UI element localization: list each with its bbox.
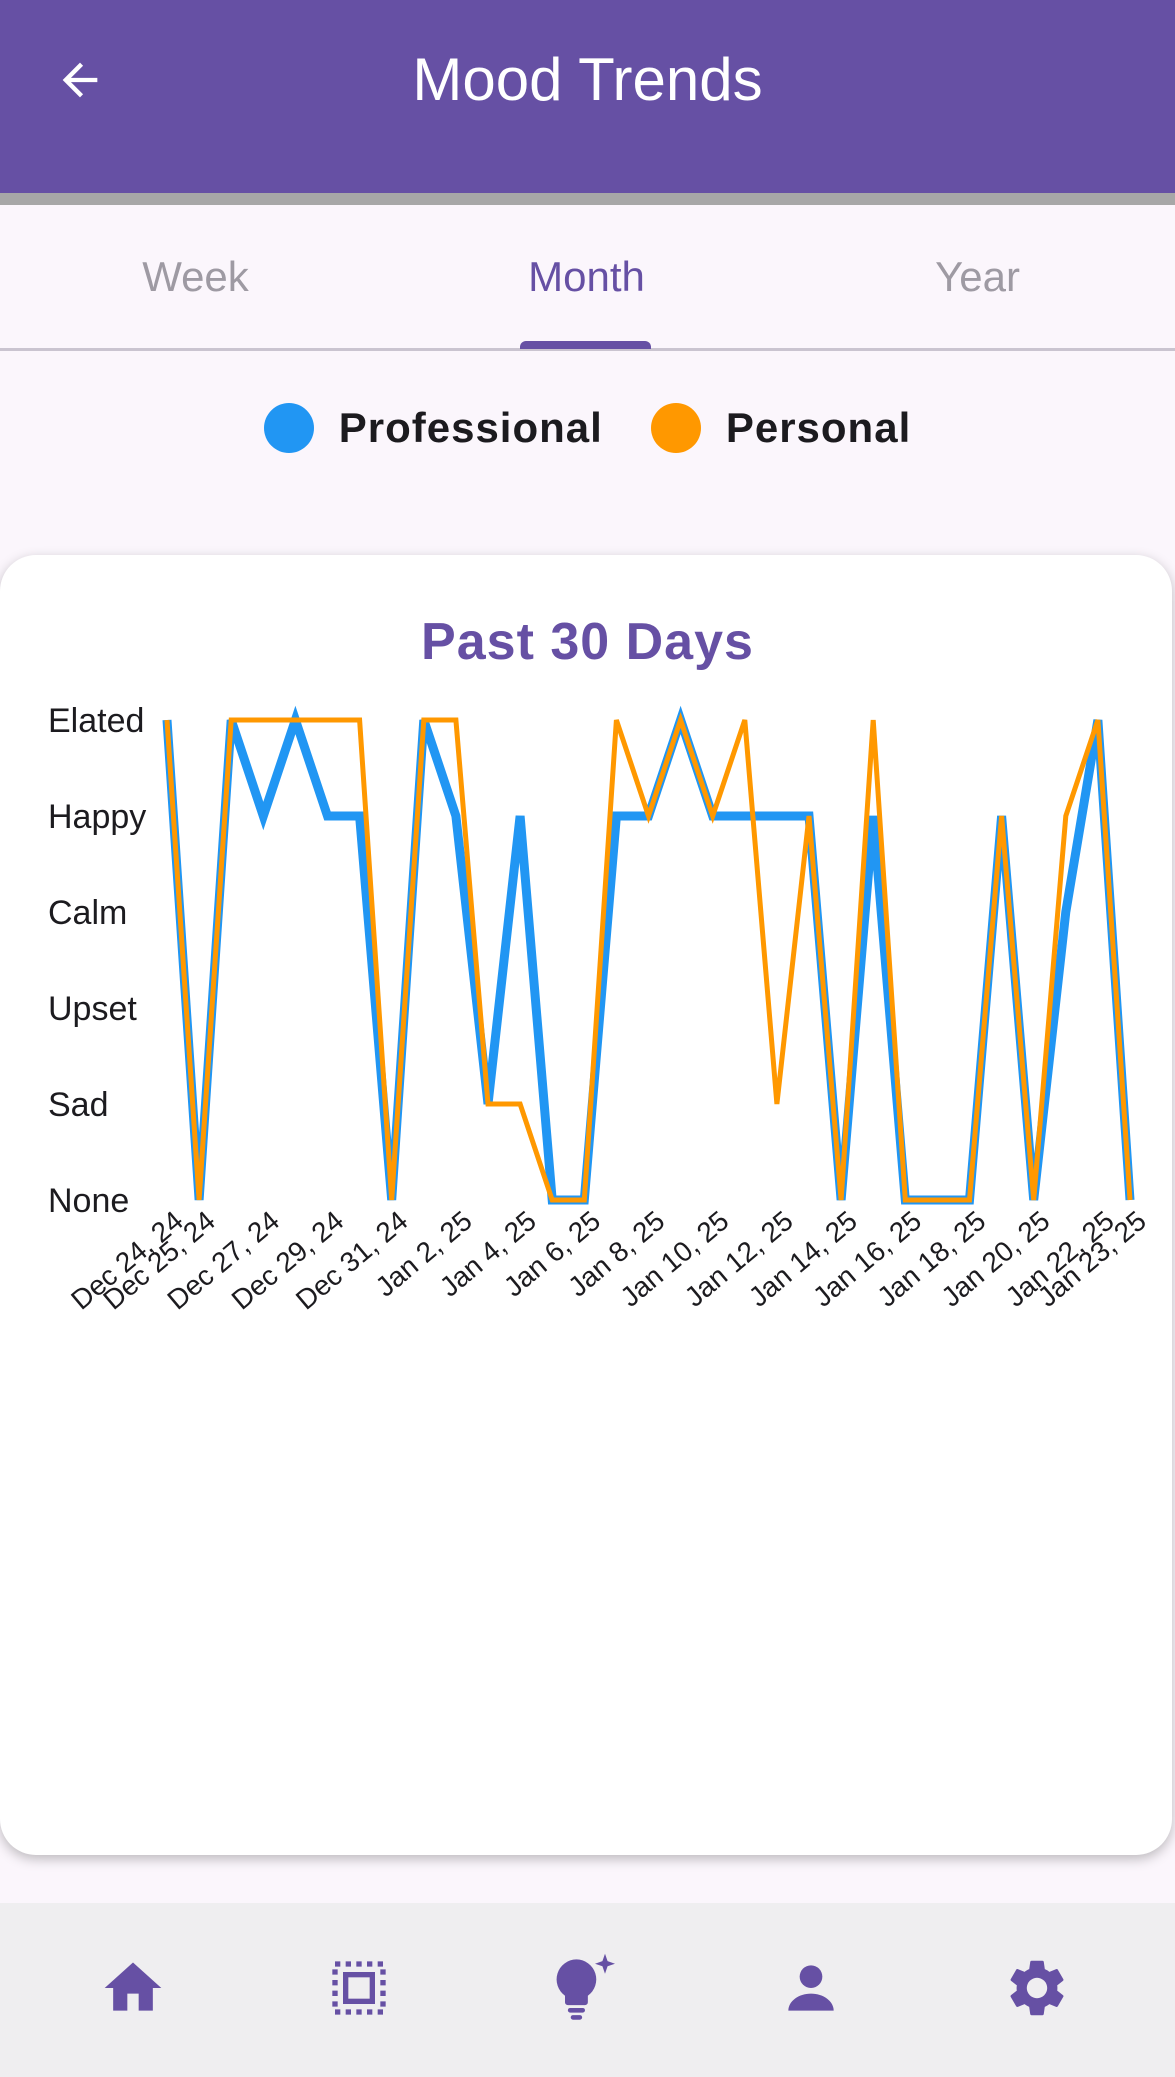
- bottom-navigation: [0, 1903, 1175, 2077]
- legend-label-personal: Personal: [725, 404, 912, 451]
- arrow-back-icon: [62, 62, 98, 98]
- y-tick-label-upset: Upset: [48, 990, 137, 1028]
- legend-dot-personal: [650, 403, 701, 453]
- y-tick-label-calm: Calm: [48, 894, 127, 932]
- legend-label-professional: Professional: [338, 404, 603, 451]
- gear-icon: [1010, 1960, 1064, 2016]
- app-bar-divider: [0, 193, 1175, 205]
- series-line-personal: [164, 712, 1133, 1203]
- chart-legend: Professional Personal: [0, 398, 1175, 458]
- nav-settings-button[interactable]: [982, 1943, 1092, 2033]
- nav-profile-button[interactable]: [756, 1943, 866, 2033]
- tab-month[interactable]: Month: [528, 252, 645, 300]
- home-icon: [104, 1962, 162, 2011]
- chart-card: [0, 555, 1172, 1855]
- nav-insights-button[interactable]: [530, 1943, 640, 2033]
- tab-year[interactable]: Year: [935, 252, 1020, 300]
- y-tick-label-none: None: [48, 1182, 129, 1220]
- series-line-professional: [162, 705, 1135, 1205]
- period-tabs: Week Month Year: [0, 205, 1175, 351]
- chart-title: Past 30 Days: [421, 613, 754, 671]
- dashboard-icon: [332, 1961, 386, 2015]
- y-tick-label-happy: Happy: [48, 798, 146, 836]
- legend-item-professional: Professional: [263, 403, 603, 453]
- y-tick-label-elated: Elated: [48, 702, 144, 740]
- y-tick-label-sad: Sad: [48, 1086, 109, 1124]
- back-button[interactable]: [48, 48, 112, 112]
- tab-week[interactable]: Week: [142, 252, 249, 300]
- lightbulb-sparkle-icon: [556, 1953, 615, 2020]
- app-bar: Mood Trends: [0, 0, 1175, 193]
- legend-item-personal: Personal: [650, 403, 912, 453]
- active-tab-indicator: [520, 341, 651, 349]
- legend-dot-professional: [263, 403, 314, 453]
- nav-dashboard-button[interactable]: [304, 1943, 414, 2033]
- person-icon: [788, 1965, 834, 2011]
- nav-home-button[interactable]: [78, 1943, 188, 2033]
- page-title: Mood Trends: [412, 46, 763, 113]
